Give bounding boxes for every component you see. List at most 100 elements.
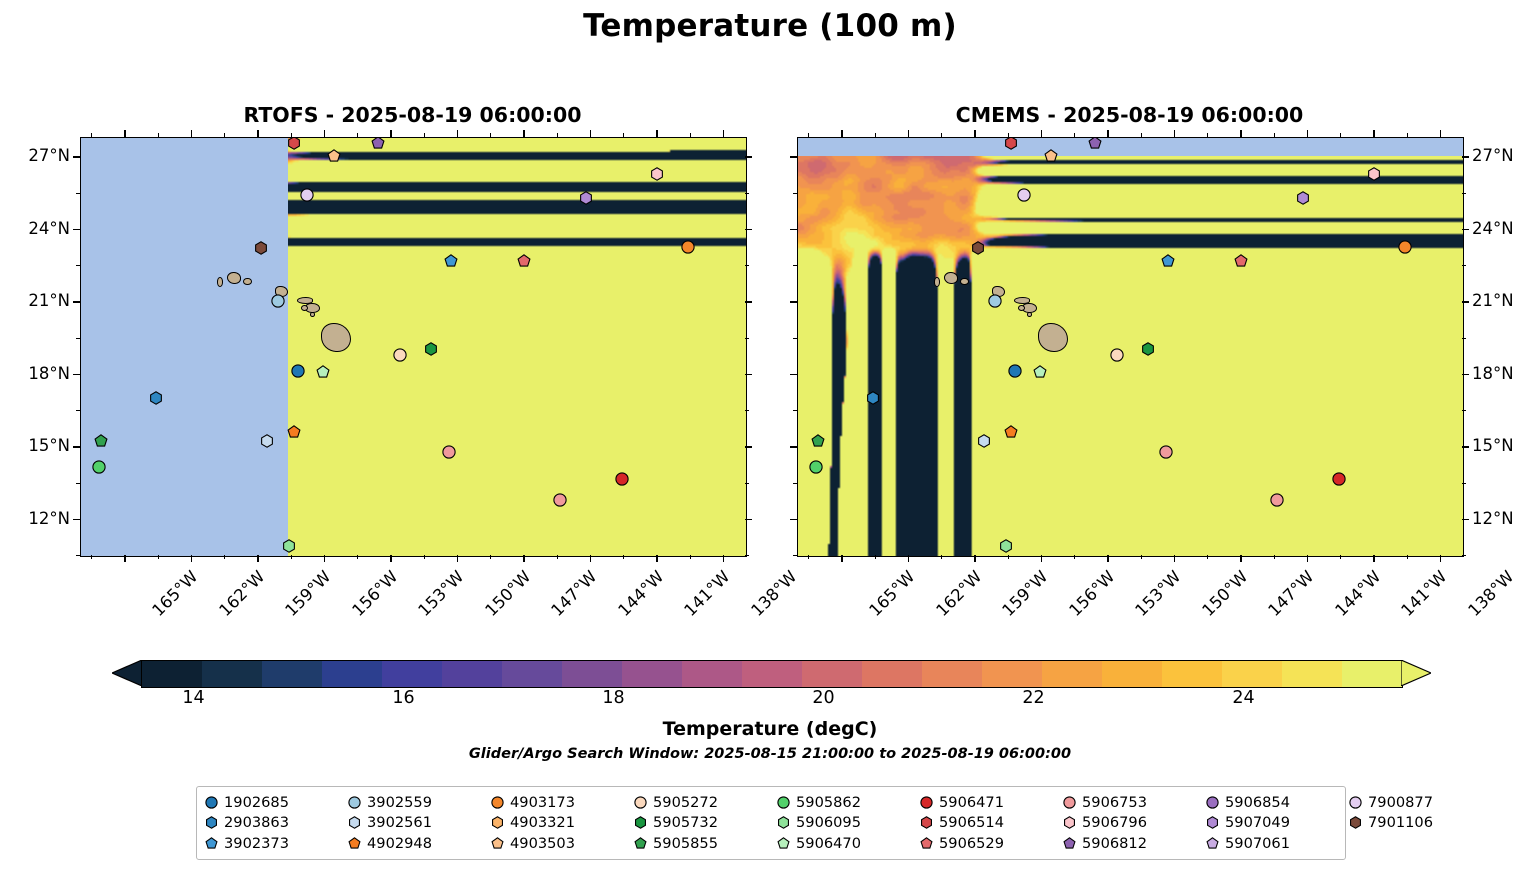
float-marker[interactable] [1044, 149, 1058, 163]
x-axis-label: 162°W [215, 567, 269, 621]
float-marker[interactable] [1332, 472, 1346, 486]
float-marker[interactable] [300, 188, 314, 202]
legend-item[interactable]: 5905272 [634, 792, 777, 813]
legend-item[interactable]: 3902561 [348, 813, 491, 834]
colorbar-tick-label: 20 [812, 688, 835, 708]
float-marker[interactable] [287, 138, 301, 150]
legend-item[interactable]: 5905732 [634, 813, 777, 834]
legend-item[interactable]: 5907061 [1206, 833, 1349, 854]
x-axis-label: 165°W [865, 567, 919, 621]
island-shape [944, 272, 958, 284]
float-marker[interactable] [271, 294, 285, 308]
legend-item[interactable]: 7901106 [1349, 813, 1433, 834]
legend-item[interactable]: 3902373 [205, 833, 348, 854]
float-marker[interactable] [1398, 240, 1413, 254]
legend-item[interactable]: 5906095 [777, 813, 920, 834]
x-axis-label: 141°W [680, 567, 734, 621]
legend-item[interactable]: 5905862 [777, 792, 920, 813]
float-marker[interactable] [553, 493, 567, 508]
float-marker[interactable] [291, 364, 305, 378]
y-axis-label: 12°N [1472, 508, 1514, 528]
colorbar-band [562, 661, 622, 687]
legend-item[interactable]: 4903503 [491, 833, 634, 854]
legend-item[interactable]: 5906514 [920, 813, 1063, 834]
legend-item[interactable]: 5906753 [1063, 792, 1206, 813]
map-rtofs[interactable] [80, 137, 747, 557]
legend-item[interactable]: 2903863 [205, 813, 348, 834]
float-marker[interactable] [809, 459, 823, 474]
float-marker[interactable] [92, 459, 106, 474]
float-marker[interactable] [149, 390, 163, 405]
legend-item[interactable]: 5906796 [1063, 813, 1206, 834]
float-marker[interactable] [971, 241, 985, 255]
float-marker[interactable] [1110, 348, 1124, 363]
panel-title-cmems: CMEMS - 2025-08-19 06:00:00 [955, 103, 1304, 127]
panel-rtofs: RTOFS - 2025-08-19 06:00:00 [80, 0, 745, 560]
float-marker[interactable] [1161, 254, 1175, 268]
legend-item-label: 5906514 [939, 814, 1004, 832]
float-marker[interactable] [1159, 445, 1173, 459]
legend-item[interactable]: 4903173 [491, 792, 634, 813]
float-legend[interactable]: 1902685 2903863 3902373 3902559 3902561 49029… [196, 786, 1433, 860]
legend-item[interactable]: 3902559 [348, 792, 491, 813]
float-marker[interactable] [327, 149, 341, 163]
float-marker[interactable] [444, 254, 458, 268]
legend-item[interactable]: 4902948 [348, 833, 491, 854]
float-marker[interactable] [442, 445, 456, 459]
legend-item[interactable]: 4903321 [491, 813, 634, 834]
float-marker[interactable] [517, 254, 531, 268]
float-marker[interactable] [866, 390, 880, 405]
float-marker[interactable] [393, 348, 407, 363]
x-axis-label: 147°W [1264, 567, 1318, 621]
legend-item[interactable]: 5905855 [634, 833, 777, 854]
x-axis-label: 159°W [998, 567, 1052, 621]
float-marker[interactable] [977, 434, 991, 449]
y-axis-tick [790, 228, 797, 231]
float-marker[interactable] [94, 434, 108, 448]
float-marker[interactable] [1004, 424, 1018, 439]
legend-item[interactable]: 5907049 [1206, 813, 1349, 834]
y-axis-tick [73, 373, 80, 376]
float-marker[interactable] [316, 365, 330, 379]
float-marker[interactable] [287, 424, 301, 439]
float-marker[interactable] [1017, 188, 1031, 202]
legend-item-label: 1902685 [224, 793, 289, 811]
float-marker[interactable] [1008, 364, 1022, 378]
map-cmems[interactable] [797, 137, 1464, 557]
colorbar-tick-label: 14 [182, 688, 205, 708]
legend-item[interactable]: 5906471 [920, 792, 1063, 813]
float-marker[interactable] [615, 472, 629, 486]
float-marker[interactable] [1004, 138, 1018, 150]
x-axis-label: 144°W [614, 567, 668, 621]
y-axis-tick [790, 156, 797, 158]
float-marker[interactable] [1141, 342, 1155, 357]
float-marker[interactable] [988, 294, 1002, 308]
legend-item[interactable]: 5906470 [777, 833, 920, 854]
float-marker[interactable] [371, 138, 385, 150]
island-shape [296, 297, 313, 304]
colorbar-tick-label: 18 [602, 688, 625, 708]
legend-item[interactable]: 5906529 [920, 833, 1063, 854]
legend-item[interactable]: 5906812 [1063, 833, 1206, 854]
float-marker[interactable] [999, 539, 1013, 554]
legend-item-label: 7901106 [1368, 814, 1433, 832]
float-marker[interactable] [650, 167, 664, 182]
legend-item[interactable]: 1902685 [205, 792, 348, 813]
float-marker[interactable] [1296, 191, 1310, 206]
float-marker[interactable] [424, 342, 438, 357]
float-marker[interactable] [1234, 254, 1248, 268]
float-marker[interactable] [811, 434, 825, 448]
float-marker[interactable] [1270, 493, 1284, 508]
float-marker[interactable] [1088, 138, 1102, 150]
legend-item[interactable]: 7900877 [1349, 792, 1433, 813]
float-marker[interactable] [260, 434, 274, 449]
float-marker[interactable] [282, 539, 296, 554]
legend-item[interactable]: 5906854 [1206, 792, 1349, 813]
float-marker[interactable] [1367, 167, 1381, 182]
float-marker[interactable] [1033, 365, 1047, 379]
float-marker[interactable] [681, 240, 696, 254]
colorbar-band [802, 661, 862, 687]
colorbar-band [322, 661, 382, 687]
float-marker[interactable] [579, 191, 593, 206]
float-marker[interactable] [254, 241, 268, 255]
